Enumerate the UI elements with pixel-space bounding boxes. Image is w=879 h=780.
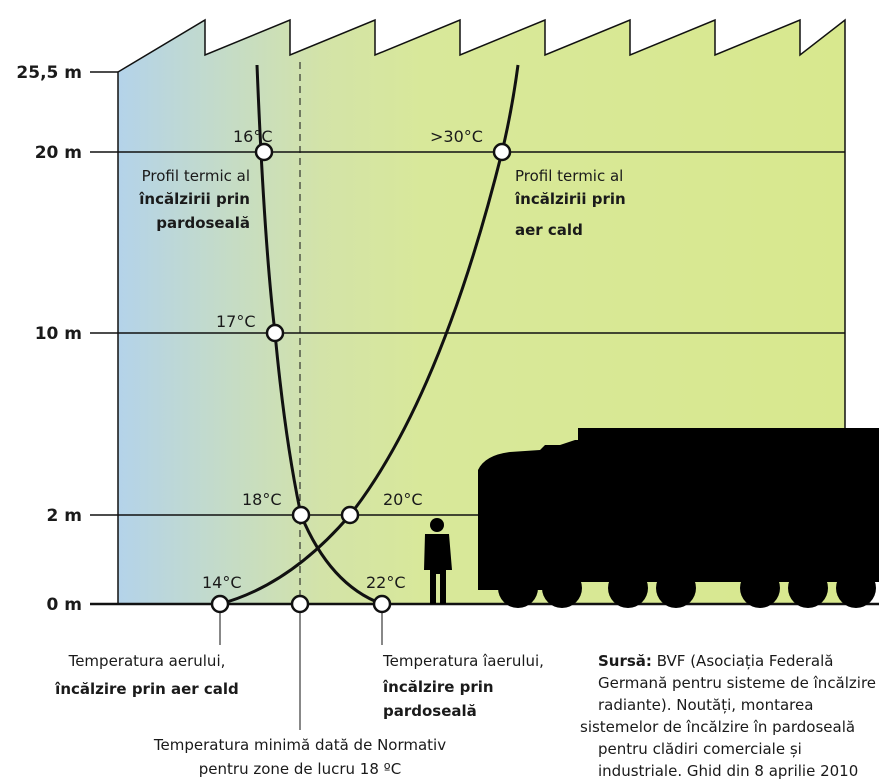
temp-label: 22°C	[366, 573, 406, 592]
source: Sursă: BVF (Asociația Federală	[598, 652, 833, 670]
level-label: 20 m	[35, 143, 82, 163]
level-label: 10 m	[35, 324, 82, 344]
source-line: industriale. Ghid din 8 aprilie 2010	[598, 762, 858, 780]
annotation: pentru zone de lucru 18 ºC	[199, 760, 401, 778]
pointer-lines	[219, 612, 383, 730]
level-label: 0 m	[47, 595, 82, 615]
air-heating-curve	[219, 64, 520, 606]
source-line: BVF (Asociația Federală	[657, 652, 834, 670]
annotation: Temperatura îaerului,	[382, 652, 544, 670]
temp-label: 14°C	[202, 573, 242, 592]
profile-label: aer cald	[515, 221, 583, 239]
profile-label: pardoseală	[156, 214, 250, 232]
source-line: radiante). Noutăți, montarea	[598, 696, 813, 714]
profile-label: încălzirii prin	[514, 190, 626, 208]
annotation: pardoseală	[383, 702, 477, 720]
profile-label: Profil termic al	[142, 167, 250, 185]
annotation: încălzire prin	[382, 678, 494, 696]
floor-heating-curve	[255, 64, 383, 606]
level-label: 2 m	[47, 506, 82, 526]
temp-label: 20°C	[383, 490, 423, 509]
source-line: sistemelor de încălzire în pardoseală	[580, 718, 855, 736]
annotation: încălzire prin aer cald	[54, 680, 239, 698]
temp-label: 17°C	[216, 312, 256, 331]
source-line: Germană pentru sisteme de încălzire	[598, 674, 876, 692]
level-label: 25,5 m	[16, 63, 82, 83]
truck	[478, 428, 879, 608]
level-labels: 25,5 m 20 m 10 m 2 m 0 m	[16, 63, 82, 615]
temp-label: 16°C	[233, 127, 273, 146]
temp-label: >30°C	[430, 127, 483, 146]
temp-label: 18°C	[242, 490, 282, 509]
annotation: Temperatura aerului,	[68, 652, 226, 670]
source-label: Sursă:	[598, 652, 652, 670]
source-line: pentru clădiri comerciale și	[598, 740, 802, 758]
profile-label: încălzirii prin	[138, 190, 250, 208]
points	[210, 142, 512, 614]
annotation: Temperatura minimă dată de Normativ	[153, 736, 446, 754]
person	[424, 518, 452, 604]
profile-label: Profil termic al	[515, 167, 623, 185]
